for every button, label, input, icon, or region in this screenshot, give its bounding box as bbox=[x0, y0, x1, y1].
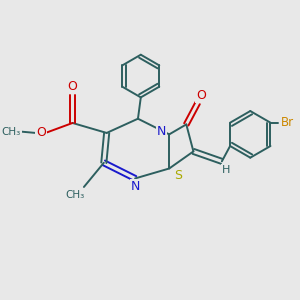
Text: S: S bbox=[174, 169, 182, 182]
Text: H: H bbox=[222, 165, 230, 175]
Text: O: O bbox=[196, 88, 206, 102]
Text: O: O bbox=[36, 126, 46, 139]
Text: O: O bbox=[68, 80, 77, 93]
Text: N: N bbox=[131, 181, 140, 194]
Text: CH₃: CH₃ bbox=[66, 190, 85, 200]
Text: Br: Br bbox=[280, 116, 293, 129]
Text: N: N bbox=[157, 125, 166, 138]
Text: CH₃: CH₃ bbox=[2, 127, 21, 136]
